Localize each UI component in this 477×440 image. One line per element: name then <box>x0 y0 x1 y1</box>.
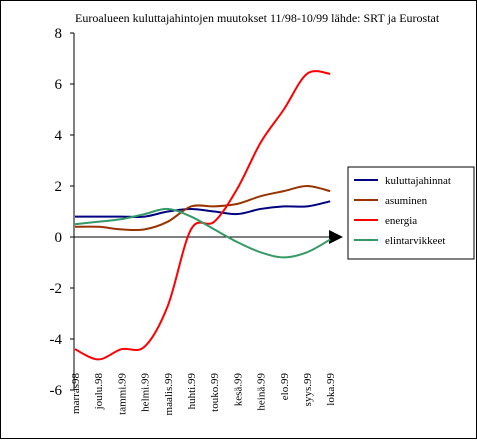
x-tick-label: heinä.99 <box>256 373 268 411</box>
legend-label: elintarvikkeet <box>385 235 445 247</box>
chart-title: Euroalueen kuluttajahintojen muutokset 1… <box>75 11 440 25</box>
y-tick-label: -6 <box>50 383 63 399</box>
legend-label: asuminen <box>385 195 428 207</box>
x-tick-label: kesä.99 <box>232 373 244 407</box>
x-tick-label: syys.99 <box>302 373 314 407</box>
series-line-kuluttajahinnat <box>75 200 331 218</box>
x-tick-label: joulu.98 <box>93 373 105 411</box>
x-tick-label: marras98 <box>70 373 82 414</box>
y-tick-label: 0 <box>55 230 63 246</box>
series-line-elintarvikkeet <box>74 207 331 259</box>
y-tick-label: -4 <box>50 332 63 348</box>
y-tick-label: 8 <box>55 26 63 42</box>
x-tick-label: maalis.99 <box>163 373 175 416</box>
legend-label: kuluttajahinnat <box>385 175 451 187</box>
series-line-asuminen <box>74 184 331 232</box>
y-tick-label: 4 <box>55 128 63 144</box>
x-axis-arrow <box>329 230 343 244</box>
y-tick-label: 2 <box>55 179 63 195</box>
y-axis: -6 -4 -2 0 2 4 6 8 <box>50 26 75 399</box>
y-tick-label: 6 <box>55 77 63 93</box>
series-line-energia <box>74 70 331 361</box>
series-lines <box>74 70 331 361</box>
legend-box <box>347 166 475 260</box>
y-tick-label: -2 <box>50 281 63 297</box>
x-tick-label: elo.99 <box>279 373 291 401</box>
legend-label: energia <box>385 215 417 227</box>
x-tick-label: touko.99 <box>209 373 221 412</box>
x-tick-label: huhti.99 <box>186 373 198 410</box>
x-tick-label: tammi.99 <box>116 373 128 415</box>
x-tick-label: loka.99 <box>325 373 337 406</box>
x-axis: marras98 joulu.98 tammi.99 helmi.99 maalis.9… <box>70 230 343 415</box>
legend: kuluttajahinnat asuminen energia elintarvik… <box>347 166 475 260</box>
x-tick-label: helmi.99 <box>140 373 152 412</box>
